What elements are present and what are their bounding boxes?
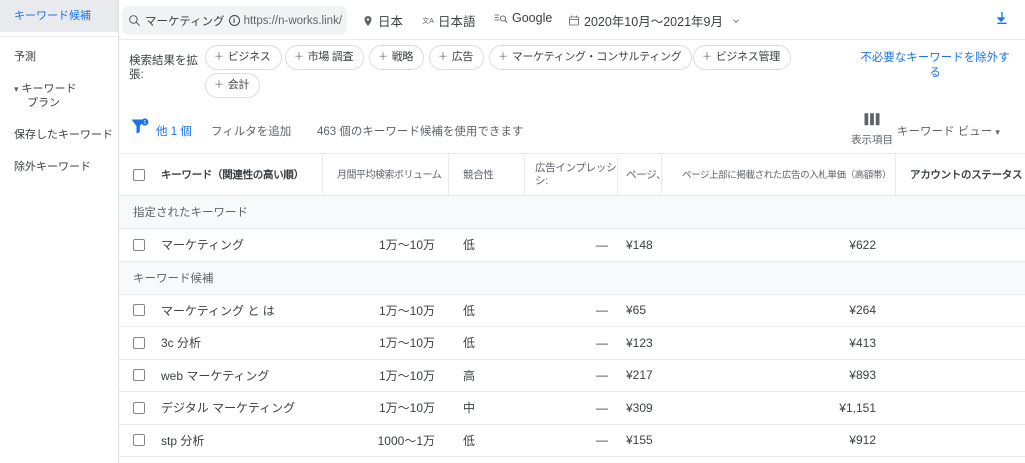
svg-text:文A: 文A — [422, 16, 434, 25]
svg-text:1: 1 — [143, 120, 146, 126]
